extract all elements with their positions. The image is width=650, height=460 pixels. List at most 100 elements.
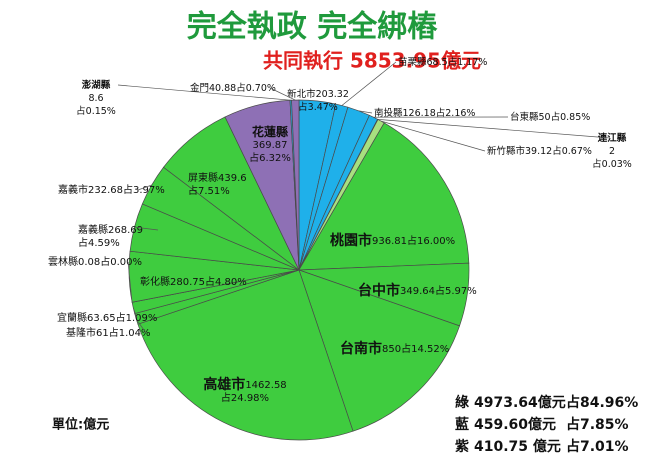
label-part: 占0.15% bbox=[76, 105, 116, 117]
label-part: 南投縣 bbox=[374, 107, 403, 119]
label-part: 占4.59% bbox=[78, 236, 120, 249]
label-part: 126.18 bbox=[403, 108, 436, 119]
slice-label: 宜蘭縣63.65占1.09% bbox=[57, 311, 157, 324]
slice-label: 嘉義市232.68占3.97% bbox=[58, 183, 165, 196]
slice-label: 嘉義縣268.69 bbox=[78, 223, 143, 236]
label-part: 占3.97% bbox=[123, 183, 165, 196]
label-part: 苗栗縣 bbox=[398, 57, 427, 68]
slice-label: 連江縣 bbox=[598, 132, 627, 144]
label-part: 占0.85% bbox=[551, 111, 591, 123]
slice-label: 基隆市61占1.04% bbox=[66, 326, 151, 339]
slice-label: 南投縣126.18占2.16% bbox=[374, 107, 475, 119]
slice-label: 占24.98% bbox=[221, 391, 269, 404]
label-part: 嘉義市 bbox=[58, 183, 88, 196]
label-part: 台中市 bbox=[358, 282, 400, 299]
label-part: 雲林縣 bbox=[48, 255, 78, 268]
slice-label: 占4.59% bbox=[78, 236, 120, 249]
summary-share: 占84.96% bbox=[566, 394, 638, 411]
chart-title: 完全執政 完全綁樁 bbox=[187, 10, 438, 45]
label-part: 8.6 bbox=[88, 93, 103, 104]
label-part: 占0.03% bbox=[592, 158, 632, 170]
label-part: 金門 bbox=[190, 82, 209, 94]
label-part: 台東縣 bbox=[510, 111, 539, 123]
slice-label: 台南市850占14.52% bbox=[340, 340, 449, 357]
label-part: 0.08 bbox=[78, 257, 100, 268]
label-part: 連江縣 bbox=[598, 132, 627, 144]
label-part: 新竹縣市 bbox=[487, 145, 526, 157]
summary-amount: 4973.64億元 bbox=[474, 394, 566, 411]
label-part: 占0.00% bbox=[100, 255, 142, 268]
slice-label: 台中市349.64占5.97% bbox=[358, 282, 477, 299]
label-part: 39.12 bbox=[525, 146, 552, 157]
summary-group: 紫 bbox=[455, 438, 469, 455]
summary-group: 藍 bbox=[455, 416, 469, 433]
label-part: 1462.58 bbox=[245, 380, 286, 391]
label-part: 桃園市 bbox=[330, 232, 372, 249]
leader-line bbox=[135, 318, 147, 334]
summary-amount: 410.75 億元 bbox=[474, 438, 561, 455]
leader-line bbox=[358, 110, 373, 114]
label-part: 基隆市 bbox=[66, 326, 96, 339]
leader-line bbox=[269, 87, 296, 101]
label-part: 占5.97% bbox=[435, 284, 477, 297]
slice-label: 369.87 bbox=[253, 140, 288, 151]
slice-label: 占0.03% bbox=[592, 158, 632, 170]
label-part: 占1.04% bbox=[109, 326, 151, 339]
label-part: 936.81 bbox=[372, 236, 407, 247]
leader-line bbox=[341, 61, 397, 106]
slice-label: 新北市203.32 bbox=[287, 88, 349, 100]
label-part: 占4.80% bbox=[205, 275, 247, 288]
label-part: 占2.16% bbox=[436, 107, 476, 119]
label-part: 850 bbox=[382, 344, 401, 355]
summary-group: 綠 bbox=[455, 394, 470, 411]
slice-label: 澎湖縣 bbox=[82, 79, 111, 91]
label-part: 彰化縣 bbox=[140, 275, 170, 288]
slice-label: 雲林縣0.08占0.00% bbox=[48, 255, 142, 268]
label-part: 花蓮縣 bbox=[252, 124, 288, 139]
slice-label: 屏東縣439.6 bbox=[188, 171, 247, 184]
summary-share: 占7.01% bbox=[566, 438, 629, 455]
label-part: 203.32 bbox=[316, 89, 349, 100]
label-part: 屏東縣 bbox=[188, 171, 218, 184]
unit-label: 單位:億元 bbox=[52, 417, 109, 433]
slice-label: 8.6 bbox=[88, 93, 103, 104]
label-part: 宜蘭縣 bbox=[57, 311, 87, 324]
leader-line bbox=[134, 226, 159, 231]
label-part: 嘉義縣 bbox=[78, 223, 108, 236]
slice-label: 新竹縣市39.12占0.67% bbox=[487, 145, 592, 157]
label-part: 占7.51% bbox=[188, 184, 230, 197]
label-part: 50 bbox=[539, 112, 551, 123]
label-part: 占6.32% bbox=[249, 151, 291, 164]
leader-line bbox=[117, 84, 291, 101]
label-part: 占14.52% bbox=[401, 342, 449, 355]
pie-slice bbox=[298, 269, 460, 432]
slice-label: 2 bbox=[609, 146, 615, 157]
label-part: 占1.17% bbox=[448, 56, 488, 68]
pie-slice bbox=[137, 269, 354, 441]
label-part: 占0.70% bbox=[236, 82, 276, 94]
pie-slice bbox=[298, 122, 470, 271]
label-part: 349.64 bbox=[400, 286, 435, 297]
label-part: 澎湖縣 bbox=[82, 79, 111, 91]
label-part: 232.68 bbox=[88, 185, 123, 196]
summary-amount: 459.60億元 bbox=[474, 416, 556, 433]
slice-label: 高雄市1462.58 bbox=[203, 376, 286, 393]
label-part: 高雄市 bbox=[203, 376, 245, 393]
slice-label: 苗栗縣68.5占1.17% bbox=[398, 56, 487, 68]
label-part: 占16.00% bbox=[407, 234, 455, 247]
leader-line bbox=[132, 307, 138, 319]
label-part: 268.69 bbox=[108, 225, 143, 236]
slice-label: 台東縣50占0.85% bbox=[510, 111, 590, 123]
label-part: 占0.67% bbox=[552, 145, 592, 157]
label-part: 新北市 bbox=[287, 88, 316, 100]
slice-label: 占3.47% bbox=[298, 101, 338, 113]
label-part: 68.5 bbox=[427, 57, 448, 68]
slice-label: 彰化縣280.75占4.80% bbox=[140, 275, 247, 288]
label-part: 280.75 bbox=[170, 277, 205, 288]
leader-line bbox=[127, 261, 133, 303]
label-part: 台南市 bbox=[340, 340, 382, 357]
label-part: 占24.98% bbox=[221, 391, 269, 404]
label-part: 369.87 bbox=[253, 140, 288, 151]
chart-subtitle: 共同執行 5853.95億元 bbox=[263, 49, 481, 73]
